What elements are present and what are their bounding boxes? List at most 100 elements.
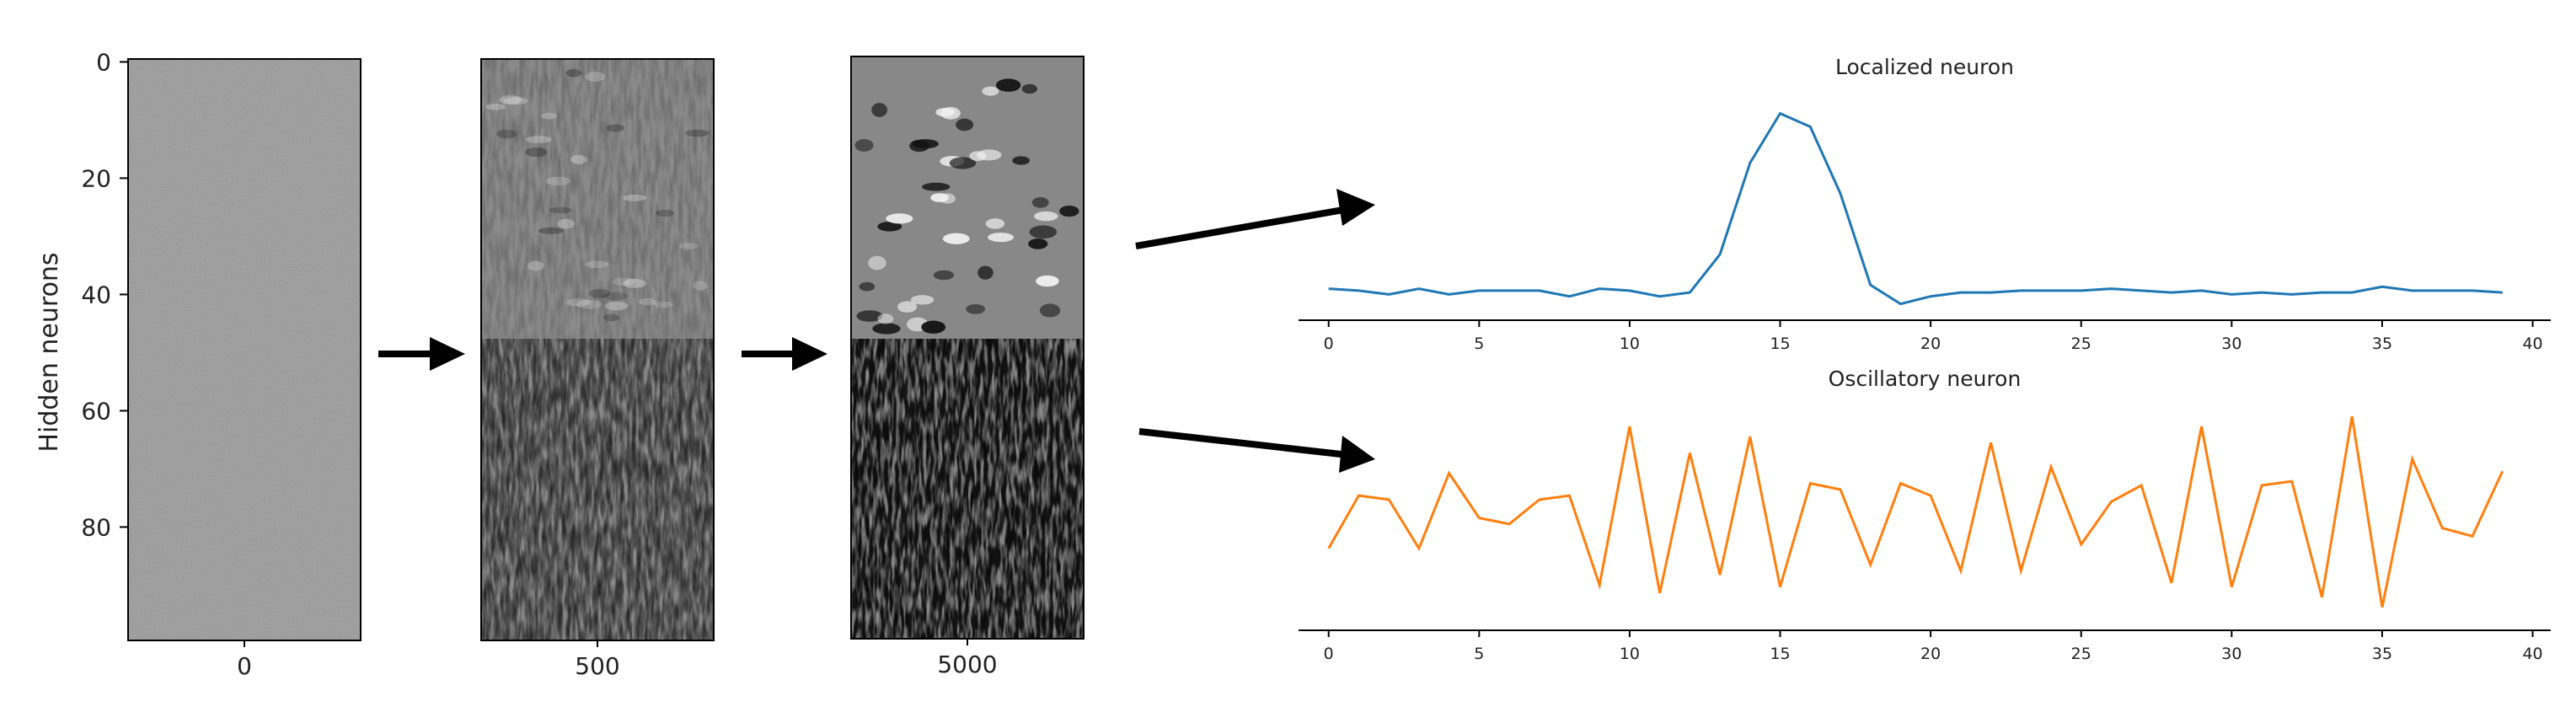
heatmap-activation-blob xyxy=(538,227,565,234)
heatmap-activation-blob xyxy=(939,193,956,204)
heatmap-y-tick-label: 80 xyxy=(81,513,111,541)
heatmap-activation-blob xyxy=(678,243,699,249)
x-tick-label: 40 xyxy=(2522,645,2542,663)
heatmap-panel-500-label: 500 xyxy=(575,652,619,680)
heatmap-activation-blob xyxy=(877,222,902,232)
heatmap-activation-blob xyxy=(910,295,935,305)
heatmap-activation-blob xyxy=(604,301,629,311)
heatmap-y-tick-label: 20 xyxy=(81,164,111,192)
arrow-500-to-5000 xyxy=(742,337,827,371)
localized-neuron-x-ticks: 0 5 10 15 20 25 30 35 40 xyxy=(1324,320,2543,353)
heatmap-activation-blob xyxy=(854,139,874,152)
heatmap-activation-blob xyxy=(540,112,557,120)
heatmap-activation-blob xyxy=(859,281,876,292)
heatmap-activation-blob xyxy=(1031,196,1049,208)
heatmap-activation-blob xyxy=(622,278,646,288)
heatmap-activation-blob xyxy=(525,147,548,158)
heatmap-panel-5000: 5000 xyxy=(850,56,1084,678)
series-line xyxy=(1327,415,2504,608)
x-tick-label: 25 xyxy=(2071,645,2091,663)
oscillatory-neuron-series xyxy=(1327,415,2504,608)
heatmap-activation-blob xyxy=(585,260,609,269)
heatmap-activation-blob xyxy=(693,281,708,291)
heatmap-activation-blob xyxy=(585,72,605,82)
heatmap-y-tick-label: 60 xyxy=(81,397,111,425)
heatmap-activation-blob xyxy=(909,139,929,153)
x-tick-label: 10 xyxy=(1620,645,1640,663)
heatmap-activation-blob xyxy=(655,209,675,217)
heatmap-activation-blob xyxy=(588,288,611,298)
x-tick-label: 0 xyxy=(1324,645,1334,663)
heatmap-activation-blob xyxy=(525,136,552,143)
arrow-to-localized xyxy=(1135,189,1375,249)
heatmap-activation-blob xyxy=(877,313,894,324)
localized-neuron-title: Localized neuron xyxy=(1835,55,2014,79)
heatmap-activation-blob xyxy=(623,194,647,201)
heatmap-activation-blob xyxy=(549,206,572,214)
heatmap-activation-blob xyxy=(985,218,1005,229)
heatmap-activation-blob xyxy=(602,313,620,322)
heatmap-activation-blob xyxy=(1036,275,1059,287)
heatmap-activation-blob xyxy=(496,129,517,139)
x-tick-label: 20 xyxy=(1920,335,1941,353)
x-tick-label: 15 xyxy=(1770,335,1790,353)
heatmap-activation-blob xyxy=(982,86,999,96)
x-tick-label: 25 xyxy=(2071,335,2091,353)
arrow-0-to-500 xyxy=(378,337,465,371)
heatmap-activation-blob xyxy=(638,298,656,306)
heatmap-y-tick-label: 40 xyxy=(81,281,111,308)
heatmap-activation-blob xyxy=(886,213,913,224)
heatmap-activation-blob xyxy=(606,124,625,132)
heatmap-activation-blob xyxy=(1039,303,1061,318)
localized-neuron-chart: Localized neuron 0 5 10 15 20 25 30 35 40 xyxy=(1299,55,2551,353)
heatmap-activation-blob xyxy=(566,298,591,307)
heatmap-activation-blob xyxy=(940,106,961,120)
heatmap-activation-blob xyxy=(942,233,970,244)
heatmap-activation-blob xyxy=(921,320,946,334)
x-tick-label: 0 xyxy=(1324,335,1334,353)
heatmap-activation-blob xyxy=(570,154,588,164)
heatmap-activation-blob xyxy=(1012,156,1031,165)
heatmap-activation-blob xyxy=(966,303,986,314)
heatmap-activation-blob xyxy=(545,176,571,186)
x-tick-label: 40 xyxy=(2522,335,2542,353)
heatmap-activation-blob xyxy=(956,118,974,131)
heatmap-activation-blob xyxy=(995,78,1021,92)
oscillatory-neuron-chart: Oscillatory neuron 0 5 10 15 20 25 30 35 40 xyxy=(1299,367,2551,663)
heatmap-activation-blob xyxy=(499,95,522,105)
heatmap-activation-blob xyxy=(504,97,528,105)
x-tick-label: 35 xyxy=(2372,335,2392,353)
heatmap-activation-blob xyxy=(485,104,506,110)
heatmap-activation-blob xyxy=(1028,238,1048,249)
heatmap-y-tick-label: 0 xyxy=(96,48,111,76)
x-tick-label: 30 xyxy=(2221,335,2241,353)
heatmap-activation-blob xyxy=(528,260,544,271)
heatmap-activation-blob xyxy=(856,310,883,322)
heatmap-activation-blob xyxy=(613,277,635,287)
heatmap-activation-blob xyxy=(1059,205,1079,217)
heatmap-y-ticks: 0 20 40 60 80 xyxy=(81,48,128,541)
heatmap-activation-blob xyxy=(576,299,602,309)
heatmap-panel-0: 0 xyxy=(127,58,361,680)
heatmap-activation-blob xyxy=(1021,83,1038,94)
heatmap-activation-blob xyxy=(1029,225,1058,239)
heatmap-activation-blob xyxy=(897,301,918,313)
localized-neuron-series xyxy=(1328,111,2503,306)
oscillatory-neuron-title: Oscillatory neuron xyxy=(1829,367,2022,391)
heatmap-activation-blob xyxy=(933,270,955,281)
heatmap-panel-0-label: 0 xyxy=(237,652,252,680)
heatmap-activation-blob xyxy=(602,292,628,301)
x-tick-label: 15 xyxy=(1770,645,1790,663)
oscillatory-neuron-x-ticks: 0 5 10 15 20 25 30 35 40 xyxy=(1324,630,2543,663)
x-tick-label: 5 xyxy=(1474,645,1484,663)
heatmap-activation-blob xyxy=(871,103,888,117)
heatmap-activation-blob xyxy=(557,218,576,229)
heatmap-activation-blob xyxy=(653,301,674,308)
heatmap-panel-500: 500 xyxy=(480,58,715,680)
arrow-to-oscillatory xyxy=(1138,428,1375,473)
heatmap-activation-blob xyxy=(977,265,993,280)
heatmap-activation-blob xyxy=(685,129,710,137)
heatmap-activation-blob xyxy=(868,255,886,270)
x-tick-label: 20 xyxy=(1920,645,1941,663)
